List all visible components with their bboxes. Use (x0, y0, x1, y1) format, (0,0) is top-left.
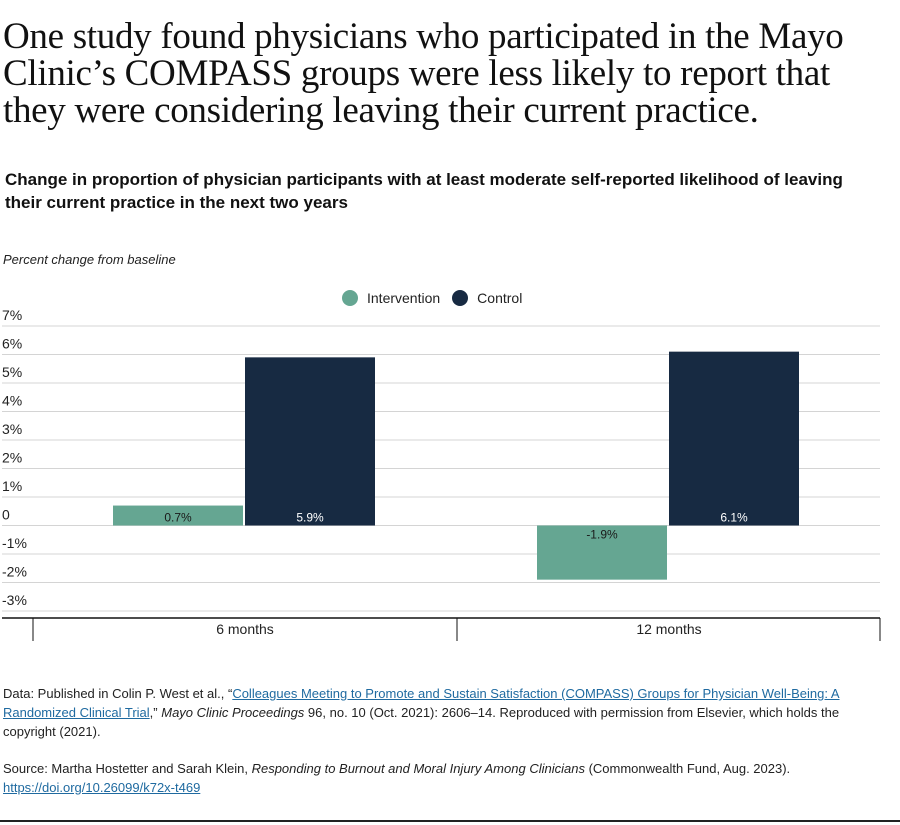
data-note-prefix: Data: Published in Colin P. West et al.,… (3, 686, 233, 701)
legend-item-control: Control (452, 290, 522, 306)
page-title: One study found physicians who participa… (3, 16, 844, 131)
data-note-mid: ,” (149, 705, 162, 720)
doi-link[interactable]: https://doi.org/10.26099/k72x-t469 (3, 780, 201, 795)
bar-intervention-6-months (113, 505, 243, 526)
source-title: Responding to Burnout and Moral Injury A… (251, 761, 585, 776)
bar-chart: 7% 6% 5% 4% 3% 2% 1% 0 -1% -2% -3% 6 months 0.7% 5.9%… (2, 307, 881, 641)
y-tick-label: 7% (2, 307, 22, 323)
y-tick-label: -3% (2, 592, 27, 608)
y-tick-label: -2% (2, 564, 27, 580)
journal-name: Mayo Clinic Proceedings (161, 705, 305, 720)
y-tick-label: 6% (2, 336, 22, 352)
data-label: 0.7% (164, 511, 192, 525)
y-tick-label: 4% (2, 393, 22, 409)
notes: Data: Published in Colin P. West et al.,… (3, 684, 893, 815)
y-tick-label: 2% (2, 450, 22, 466)
data-label: 5.9% (296, 511, 324, 525)
legend-label-control: Control (477, 290, 523, 306)
legend-item-intervention: Intervention (342, 290, 440, 306)
legend-swatch-intervention (342, 290, 358, 306)
data-label: -1.9% (586, 528, 618, 542)
source-prefix: Source: Martha Hostetter and Sarah Klein… (3, 761, 252, 776)
y-axis-label: Percent change from baseline (3, 252, 176, 267)
data-note-suffix: 96, no. 10 (Oct. 2021): 2606–14. Reprodu… (3, 705, 840, 739)
x-category-label: 6 months (216, 621, 274, 637)
legend-swatch-control (452, 290, 469, 306)
data-label: 6.1% (720, 511, 748, 525)
y-tick-label: 3% (2, 421, 22, 437)
source-note: Source: Martha Hostetter and Sarah Klein… (3, 759, 893, 797)
bar-intervention-12-months (537, 525, 667, 580)
bar-control-12-months (669, 351, 799, 526)
bottom-rule (0, 820, 900, 822)
y-tick-label: 1% (2, 478, 22, 494)
x-category-label: 12 months (636, 621, 701, 637)
legend: Intervention Control (342, 290, 534, 306)
chart-subtitle: Change in proportion of physician partic… (5, 170, 843, 212)
y-tick-label: 5% (2, 364, 22, 380)
y-tick-label: 0 (2, 507, 10, 523)
y-tick-label: -1% (2, 535, 27, 551)
data-note: Data: Published in Colin P. West et al.,… (3, 684, 893, 741)
bar-control-6-months (245, 357, 375, 526)
source-suffix: (Commonwealth Fund, Aug. 2023). (584, 761, 791, 776)
study-link[interactable]: Colleagues Meeting to Promote and Sustai… (3, 686, 840, 720)
legend-label-intervention: Intervention (367, 290, 441, 306)
